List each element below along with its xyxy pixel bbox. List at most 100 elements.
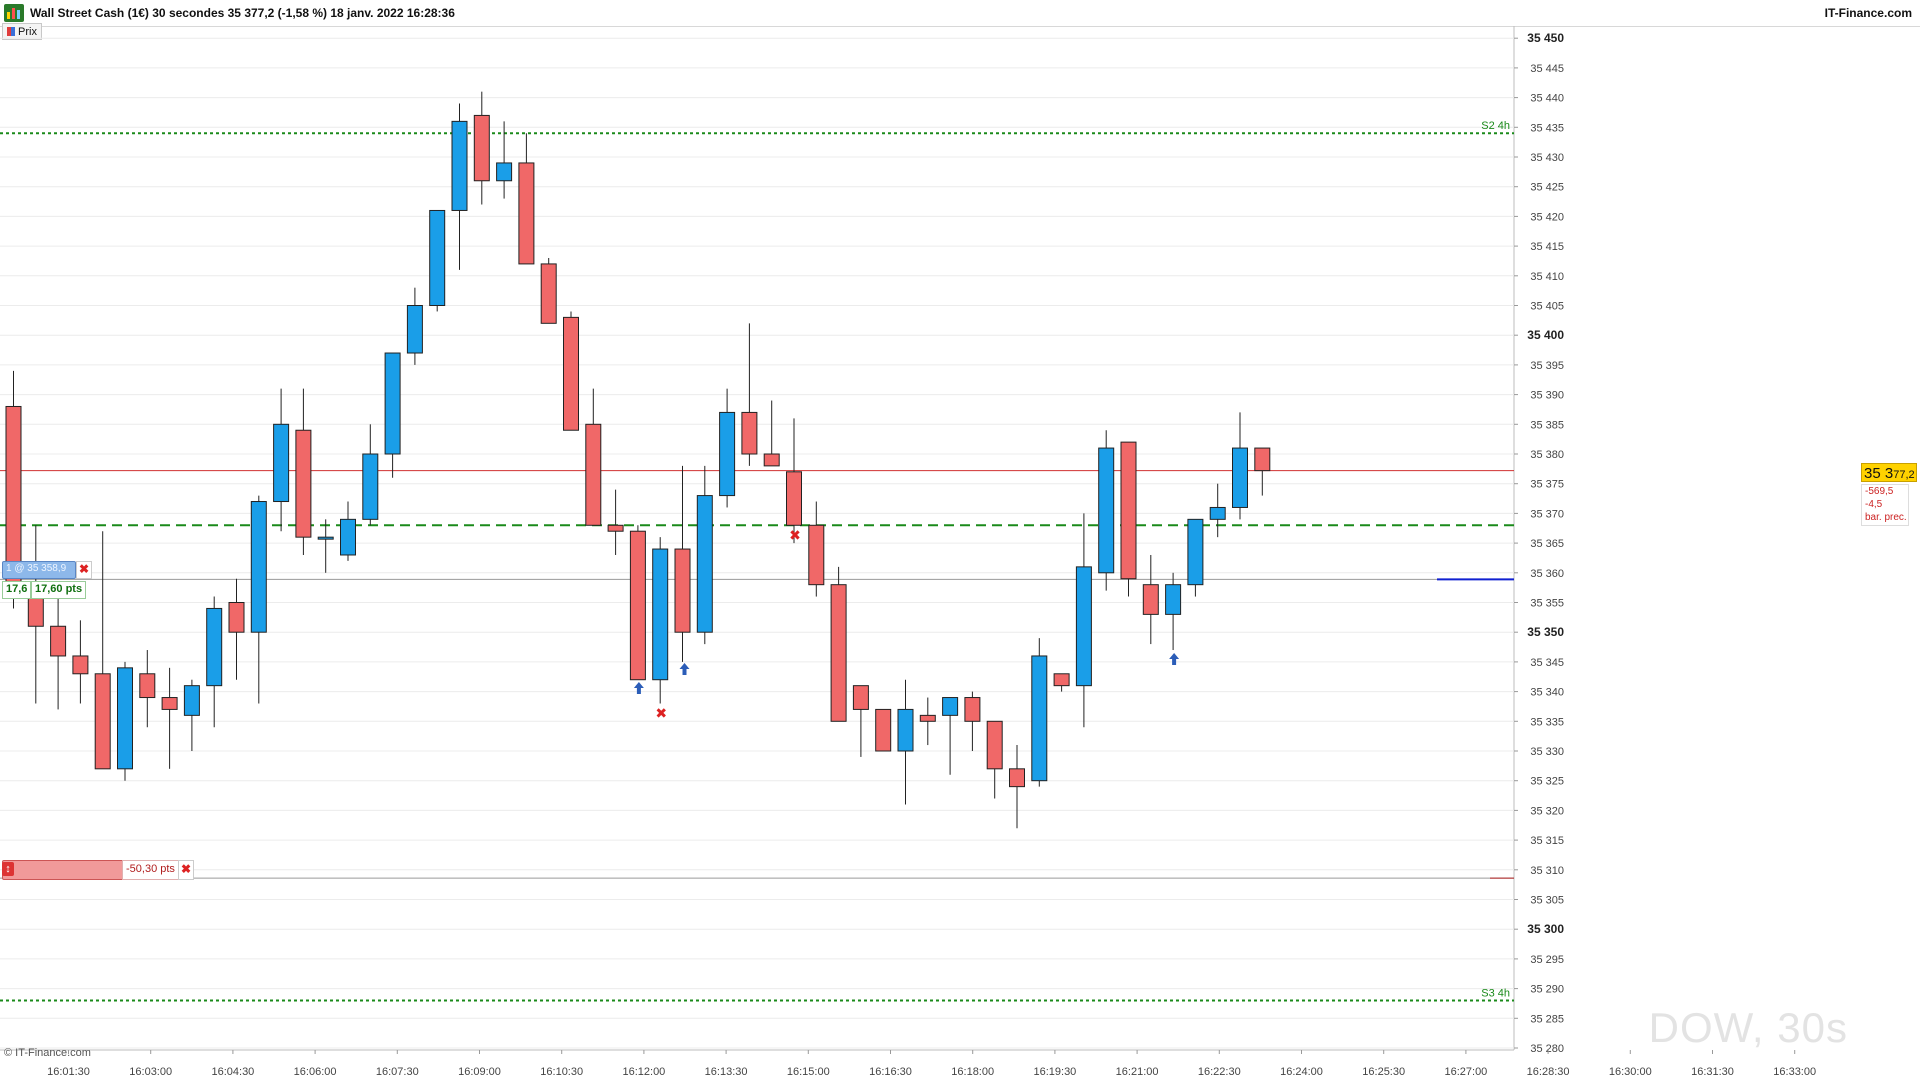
x-tick-label: 16:31:30 — [1691, 1066, 1734, 1078]
candle-body — [585, 423, 602, 526]
candle-body — [496, 162, 513, 182]
copyright-label: © IT-Finance.com — [4, 1047, 91, 1059]
level-label: S3 4h — [1481, 987, 1510, 999]
candle — [1098, 430, 1115, 591]
y-tick-label: 35 280 — [1530, 1043, 1564, 1055]
y-tick-label: 35 300 — [1527, 922, 1564, 936]
close-order-icon[interactable]: ✖ — [76, 561, 92, 579]
y-tick-label: 35 415 — [1530, 241, 1564, 253]
candle-body — [1053, 673, 1070, 687]
candle — [897, 679, 914, 805]
candle — [340, 501, 356, 561]
candle-body — [1232, 447, 1248, 508]
x-tick-label: 16:24:00 — [1280, 1066, 1323, 1078]
y-tick-label: 35 310 — [1530, 865, 1564, 877]
candle — [607, 489, 624, 555]
candle-body — [250, 501, 267, 633]
candle-body — [763, 453, 780, 467]
x-tick-label: 16:30:00 — [1609, 1066, 1652, 1078]
candle — [139, 650, 156, 728]
y-tick-label: 35 330 — [1530, 746, 1564, 758]
candle — [629, 525, 646, 681]
candle — [317, 519, 334, 573]
y-tick-label: 35 445 — [1530, 63, 1564, 75]
candle-body — [1254, 447, 1271, 472]
candle — [1254, 447, 1271, 496]
candle-body — [674, 548, 691, 633]
y-tick-label: 35 370 — [1530, 508, 1564, 520]
candle — [1009, 745, 1025, 829]
series-color-icon — [7, 27, 15, 36]
y-tick-label: 35 390 — [1530, 390, 1564, 402]
time-axis: 16:01:30 16:03:00 16:04:30 16:06:00 16:07:30… — [47, 1050, 1816, 1078]
candle-body — [1031, 655, 1048, 782]
candle-body — [50, 625, 67, 657]
prev-bar-change: -4,5 — [1865, 499, 1883, 510]
candle — [27, 525, 44, 704]
candle-body — [786, 471, 802, 526]
x-tick-label: 16:28:30 — [1527, 1066, 1570, 1078]
order-stop-lower[interactable] — [2, 860, 124, 880]
last-price-small: 77,2 — [1893, 469, 1915, 481]
candle-body — [161, 697, 178, 710]
order-position-box[interactable] — [2, 561, 76, 579]
candle-body — [429, 209, 446, 307]
x-tick-label: 16:10:30 — [540, 1066, 583, 1078]
candle-body — [942, 697, 959, 716]
candle — [652, 537, 669, 704]
close-stop-icon[interactable]: ✖ — [178, 860, 194, 880]
app-logo-icon — [4, 4, 24, 22]
candle-body — [1098, 447, 1115, 574]
candle-body — [1009, 768, 1025, 788]
y-tick-label: 35 350 — [1527, 625, 1564, 639]
candle — [473, 91, 490, 205]
drag-handle-icon[interactable]: ↕ — [2, 862, 14, 876]
candle-body — [295, 429, 312, 538]
order-position-upper[interactable]: 1 @ 35 358,9 — [2, 561, 76, 579]
x-tick-label: 16:33:00 — [1773, 1066, 1816, 1078]
candle — [384, 352, 401, 478]
candle-body — [964, 697, 981, 722]
candle — [1120, 441, 1137, 597]
candle — [50, 596, 67, 710]
brand-label: IT-Finance.com — [1824, 6, 1912, 20]
cross-icon: ✖ — [655, 706, 667, 722]
order-position-label: 1 @ 35 358,9 — [6, 563, 67, 574]
candle — [183, 679, 200, 751]
candle — [1031, 638, 1048, 787]
candle-body — [1187, 518, 1204, 586]
price-series-label: Prix — [18, 25, 37, 38]
candle-body — [273, 423, 290, 503]
y-tick-label: 35 290 — [1530, 984, 1564, 996]
buy-arrow-icon — [679, 663, 690, 675]
candle — [228, 578, 245, 680]
candle — [429, 209, 446, 312]
candle-body — [986, 720, 1003, 770]
y-tick-label: 35 410 — [1530, 271, 1564, 283]
candle-body — [384, 352, 401, 455]
candle — [786, 418, 802, 544]
y-tick-label: 35 335 — [1530, 716, 1564, 728]
candle — [719, 388, 736, 508]
x-tick-label: 16:12:00 — [622, 1066, 665, 1078]
candle-body — [875, 708, 892, 752]
price-series-tab[interactable]: Prix — [2, 23, 42, 40]
y-tick-label: 35 435 — [1530, 122, 1564, 134]
candle — [250, 495, 267, 704]
candle — [72, 620, 89, 704]
x-tick-label: 16:01:30 — [47, 1066, 90, 1078]
y-tick-label: 35 365 — [1530, 538, 1564, 550]
last-price-big: 35 3 — [1864, 465, 1894, 482]
candle — [1232, 412, 1248, 520]
buy-arrow-icon — [633, 682, 644, 694]
last-price-badge: 35 377,2 — [1861, 463, 1917, 482]
candle — [585, 388, 602, 526]
x-tick-label: 16:13:30 — [705, 1066, 748, 1078]
candle-body — [808, 524, 825, 586]
y-tick-label: 35 385 — [1530, 419, 1564, 431]
candle — [540, 257, 557, 324]
candle — [406, 287, 423, 365]
candle — [496, 121, 513, 199]
candle-body — [406, 305, 423, 354]
